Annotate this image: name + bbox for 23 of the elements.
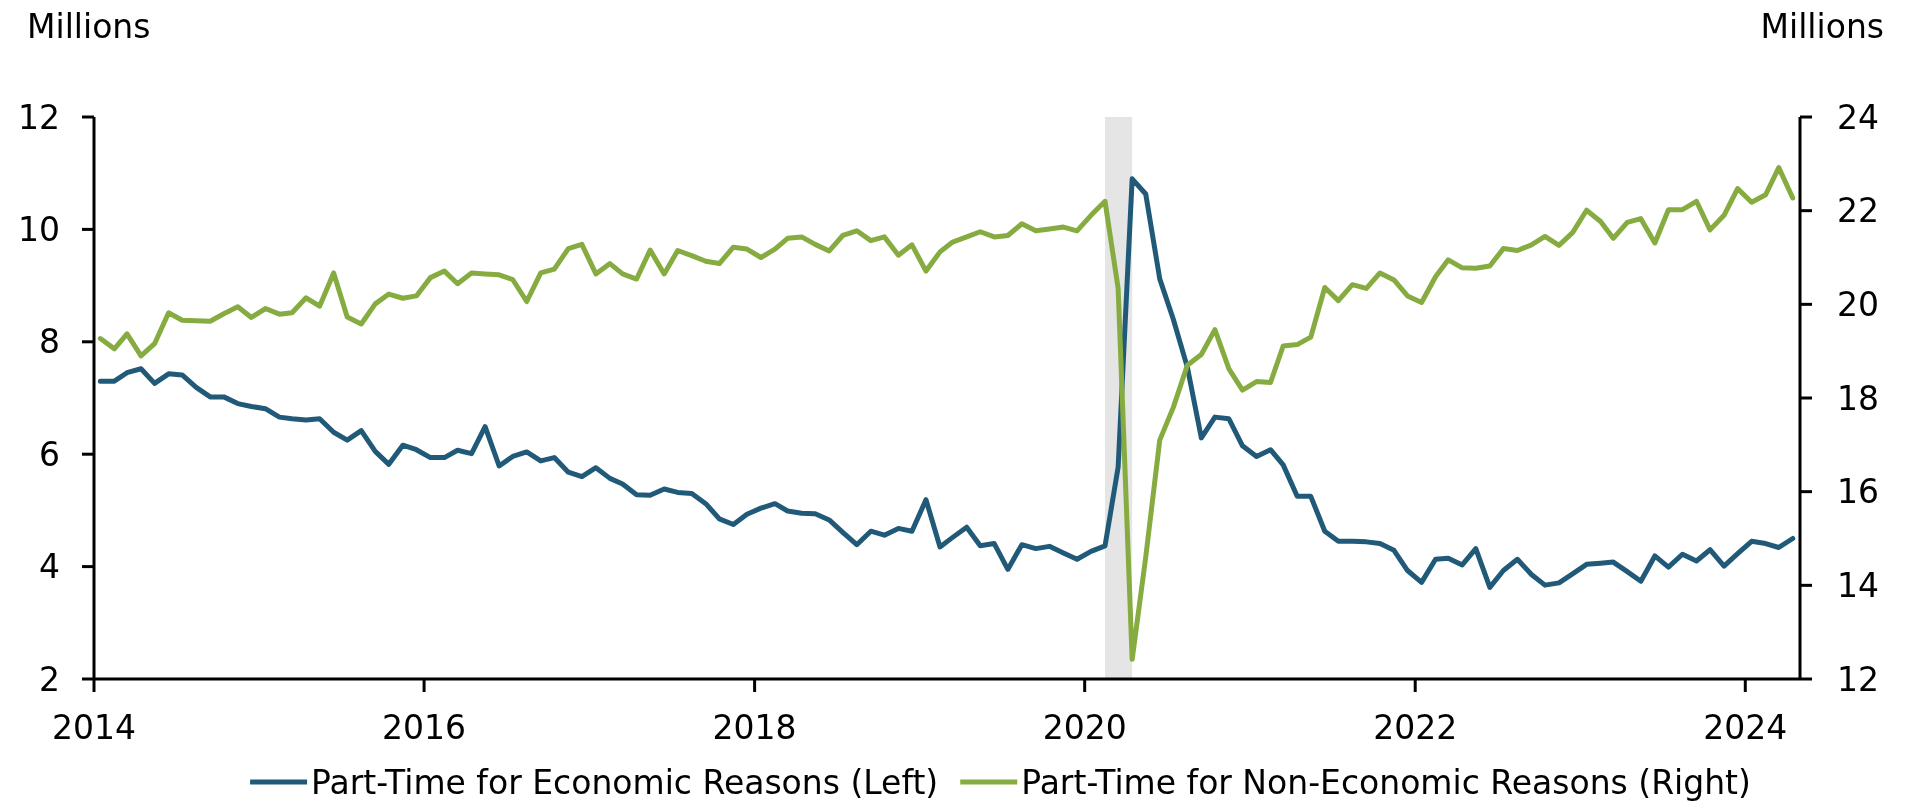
x-tick-label: 2024: [1703, 708, 1788, 747]
y2-tick-label: 18: [1837, 378, 1879, 418]
y-axis-title: Millions: [27, 7, 151, 46]
y2-tick-label: 20: [1837, 284, 1879, 324]
y2-tick-label: 24: [1837, 97, 1879, 137]
legend-label: Part-Time for Non-Economic Reasons (Right): [1021, 762, 1751, 802]
x-tick-label: 2018: [712, 708, 797, 747]
y2-axis-title: Millions: [1760, 7, 1884, 46]
y2-tick-label: 12: [1837, 659, 1879, 699]
legend-label: Part-Time for Economic Reasons (Left): [311, 762, 939, 802]
x-tick-label: 2014: [52, 708, 136, 747]
y-tick-label: 12: [18, 97, 60, 137]
y-tick-label: 4: [39, 547, 60, 587]
y2-tick-label: 16: [1837, 472, 1879, 512]
y-tick-label: 8: [39, 322, 60, 362]
x-tick-label: 2022: [1373, 708, 1458, 747]
y2-tick-label: 22: [1837, 191, 1879, 231]
x-tick-label: 2016: [382, 708, 467, 747]
y-tick-label: 6: [39, 434, 60, 474]
x-tick-label: 2020: [1042, 708, 1127, 747]
y2-tick-label: 14: [1837, 565, 1879, 605]
y-tick-label: 10: [18, 209, 60, 249]
y-tick-label: 2: [39, 659, 60, 699]
